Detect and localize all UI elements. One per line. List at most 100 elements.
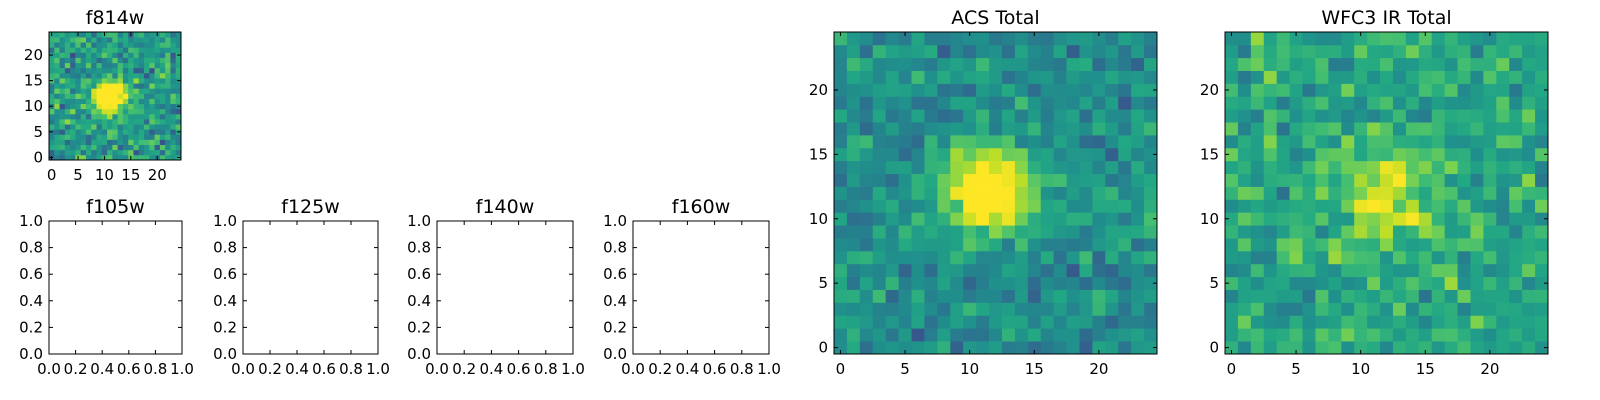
heatmap-cell [846,302,861,316]
heatmap-cell [1040,289,1054,303]
heatmap-cell [54,32,60,38]
heatmap-cell [1470,225,1484,239]
heatmap-cell [75,103,82,110]
heatmap-cell [96,52,103,58]
heatmap-cell [1457,44,1471,59]
heatmap-cell [159,62,166,69]
heatmap-cell [91,47,97,53]
heatmap-cell [1289,276,1303,290]
y-tick-label: 1.0 [603,212,627,230]
heatmap-cell [950,302,964,316]
heatmap-cell [64,83,71,89]
heatmap-cell [91,83,97,89]
heatmap-cell [75,124,82,130]
heatmap-cell [1276,341,1290,355]
heatmap-cell [1509,70,1523,84]
y-tick-label: 0.2 [213,318,237,336]
heatmap-cell [112,32,118,38]
heatmap-cell [1250,238,1265,252]
heatmap-cell [924,147,938,162]
heatmap-cell [159,72,166,79]
heatmap-cell [149,83,155,89]
heatmap-cell [1040,186,1054,200]
axes-frame [48,31,182,161]
heatmap-cell [1302,289,1316,303]
heatmap-cell [1302,57,1316,71]
heatmap-cell [101,144,108,151]
heatmap-cell [1250,302,1265,316]
heatmap-cell [1522,225,1536,239]
heatmap-cell [1302,160,1316,175]
heatmap-cell [1001,199,1016,213]
heatmap-cell [1367,122,1381,136]
heatmap-cell [1457,199,1471,213]
heatmap-cell [112,98,118,105]
heatmap-cell [898,263,912,278]
heatmap-cell [989,96,1003,110]
heatmap-cell [170,42,177,48]
heatmap-cell [128,113,134,120]
heatmap-cell [138,78,145,84]
heatmap-cell [1289,147,1303,162]
heatmap-cell [1014,96,1029,110]
heatmap-cell [898,122,912,136]
heatmap-cell [1380,70,1394,84]
heatmap-cell [898,70,912,84]
heatmap-cell [937,238,951,252]
heatmap-cell [1341,250,1355,265]
heatmap-cell [122,47,129,53]
heatmap-cell [1289,173,1303,187]
heatmap-cell [1144,328,1158,342]
heatmap-cell [885,135,899,149]
heatmap-cell [1276,315,1290,329]
heatmap-cell [976,44,990,59]
heatmap-cell [1289,44,1303,59]
heatmap-cell [1040,315,1054,329]
heatmap-cell [1289,328,1303,342]
heatmap-cell [1535,212,1549,226]
heatmap-cell [859,315,874,329]
heatmap-cell [1354,199,1368,213]
heatmap-cell [54,129,60,135]
heatmap-cell [1483,186,1497,200]
heatmap-cell [1341,199,1355,213]
heatmap-cell [1354,109,1368,123]
heatmap-cell [1483,315,1497,329]
heatmap-cell [1431,44,1445,59]
heatmap-cell [963,263,977,278]
heatmap-cell [1237,83,1252,97]
heatmap-cell [1380,122,1394,136]
heatmap-cell [924,160,938,175]
heatmap-cell [1014,57,1029,71]
heatmap-cell [122,52,129,58]
heatmap-cell [1418,147,1433,162]
y-tick-label: 0.0 [603,345,627,363]
heatmap-cell [872,250,887,265]
heatmap-cell [1392,302,1407,316]
heatmap-cell [170,67,177,74]
heatmap-cell [49,72,55,79]
x-tick-label: 0.6 [117,360,141,378]
heatmap-cell [1001,57,1016,71]
heatmap-cell [107,72,113,79]
heatmap-cell [937,289,951,303]
heatmap-cell [924,96,938,110]
heatmap-cell [59,113,66,120]
heatmap-cell [138,47,145,53]
heatmap-cell [1225,289,1239,303]
heatmap-cell [170,57,177,64]
heatmap-cell [1431,135,1445,149]
heatmap-cell [112,129,118,135]
heatmap-cell [1066,96,1080,110]
heatmap-cell [1276,160,1290,175]
heatmap-cell [1483,32,1497,46]
heatmap-cell [898,250,912,265]
heatmap-cell [1509,328,1523,342]
y-tick-label: 0.2 [19,318,43,336]
heatmap-cell [1392,238,1407,252]
heatmap-cell [85,57,92,64]
heatmap-cell [859,160,874,175]
heatmap-cell [1444,122,1458,136]
heatmap-cell [1092,122,1106,136]
